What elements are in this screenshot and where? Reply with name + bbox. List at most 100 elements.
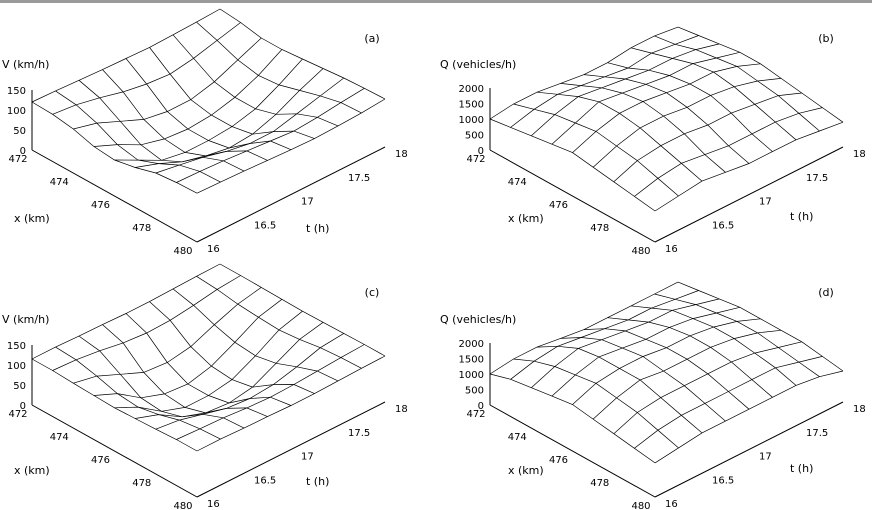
t-tick-label: 18 bbox=[853, 404, 866, 415]
t-axis-line bbox=[196, 401, 386, 498]
t-tick-label: 17 bbox=[301, 197, 314, 208]
t-tick-label: 16 bbox=[207, 499, 220, 510]
mesh-line-x bbox=[102, 69, 268, 161]
t-tick-label: 16 bbox=[665, 499, 678, 510]
z-tick-label: 0 bbox=[20, 146, 26, 157]
mesh-line-x bbox=[172, 34, 339, 127]
z-tick-label: 0 bbox=[20, 401, 26, 412]
x-axis-line bbox=[489, 404, 656, 498]
t-axis-title: t (h) bbox=[790, 462, 813, 475]
t-tick-label: 16.5 bbox=[254, 475, 276, 486]
x-tick-label: 472 bbox=[8, 154, 27, 165]
z-tick-label: 100 bbox=[7, 106, 26, 117]
z-tick-label: 150 bbox=[7, 86, 26, 97]
z-axis-title: V (km/h) bbox=[2, 58, 49, 71]
t-tick-label: 18 bbox=[395, 404, 408, 415]
mesh-line-t bbox=[531, 298, 720, 388]
mesh-line-t bbox=[489, 26, 679, 120]
mesh-line-x bbox=[630, 47, 797, 141]
x-tick-label: 480 bbox=[173, 501, 192, 510]
x-tick-label: 476 bbox=[549, 200, 568, 211]
mesh-line-x bbox=[536, 91, 703, 182]
mesh-line-t bbox=[73, 37, 262, 130]
mesh-line-x bbox=[102, 324, 268, 417]
t-tick-label: 16.5 bbox=[712, 475, 734, 486]
mesh-line-t bbox=[93, 49, 283, 147]
x-tick-label: 474 bbox=[50, 432, 69, 443]
z-tick-label: 100 bbox=[7, 361, 26, 372]
mesh-line-x bbox=[489, 118, 656, 212]
mesh-line-t bbox=[654, 370, 844, 464]
x-tick-label: 474 bbox=[508, 177, 527, 188]
z-axis-title: Q (vehicles/h) bbox=[440, 313, 516, 326]
surface-mesh bbox=[31, 8, 386, 194]
mesh-line-x bbox=[125, 58, 292, 151]
t-axis-title: t (h) bbox=[306, 222, 329, 235]
mesh-line-t bbox=[31, 263, 221, 360]
mesh-line-t bbox=[654, 121, 844, 212]
x-tick-label: 478 bbox=[132, 223, 151, 234]
mesh-line-x bbox=[196, 276, 362, 369]
x-axis-line bbox=[31, 404, 198, 498]
mesh-line-t bbox=[551, 306, 740, 397]
t-axis-line bbox=[654, 401, 844, 498]
x-tick-label: 472 bbox=[466, 409, 485, 420]
mesh-line-t bbox=[510, 290, 699, 380]
t-tick-label: 16 bbox=[207, 244, 220, 255]
t-tick-label: 17 bbox=[301, 452, 314, 463]
x-tick-label: 478 bbox=[590, 478, 609, 489]
t-axis-title: t (h) bbox=[306, 475, 329, 488]
mesh-line-t bbox=[613, 341, 802, 434]
mesh-line-x bbox=[219, 8, 386, 100]
panel-label: (b) bbox=[818, 32, 834, 45]
mesh-line-t bbox=[176, 344, 365, 440]
mesh-line-t bbox=[31, 8, 221, 103]
x-tick-label: 476 bbox=[91, 455, 110, 466]
z-tick-label: 150 bbox=[7, 341, 26, 352]
surface-mesh bbox=[489, 281, 844, 464]
mesh-line-t bbox=[572, 63, 761, 153]
mesh-line-t bbox=[155, 333, 344, 430]
surface-mesh bbox=[489, 26, 844, 212]
mesh-line-t bbox=[531, 43, 720, 137]
z-tick-label: 50 bbox=[13, 126, 26, 137]
mesh-line-t bbox=[613, 92, 802, 183]
x-axis-line bbox=[31, 149, 198, 243]
panel-label: (a) bbox=[364, 32, 379, 45]
mesh-line-t bbox=[114, 310, 303, 412]
x-axis-title: x (km) bbox=[14, 212, 50, 225]
panel-label: (c) bbox=[365, 286, 380, 299]
mesh-line-t bbox=[592, 78, 782, 168]
z-tick-label: 50 bbox=[13, 381, 26, 392]
mesh-line-t bbox=[489, 281, 679, 375]
t-tick-label: 16.5 bbox=[712, 220, 734, 231]
x-tick-label: 474 bbox=[50, 177, 69, 188]
mesh-line-x bbox=[149, 47, 315, 139]
x-tick-label: 472 bbox=[8, 409, 27, 420]
x-tick-label: 476 bbox=[549, 455, 568, 466]
x-tick-label: 480 bbox=[631, 246, 650, 257]
z-tick-label: 0 bbox=[478, 146, 484, 157]
x-axis-title: x (km) bbox=[14, 464, 50, 477]
x-axis-title: x (km) bbox=[508, 212, 544, 225]
z-tick-label: 1000 bbox=[459, 115, 484, 126]
t-tick-label: 17.5 bbox=[348, 173, 370, 184]
t-tick-label: 18 bbox=[395, 149, 408, 160]
mesh-line-t bbox=[551, 51, 740, 145]
x-axis-line bbox=[489, 149, 656, 243]
mesh-line-t bbox=[572, 318, 761, 405]
z-tick-label: 0 bbox=[478, 401, 484, 412]
mesh-line-t bbox=[196, 98, 386, 194]
z-tick-label: 2000 bbox=[459, 84, 484, 95]
z-axis-title: V (km/h) bbox=[2, 313, 49, 326]
x-tick-label: 472 bbox=[466, 154, 485, 165]
mesh-line-t bbox=[592, 329, 782, 420]
z-tick-label: 1500 bbox=[459, 355, 484, 366]
t-tick-label: 17 bbox=[759, 197, 772, 208]
mesh-line-t bbox=[634, 356, 823, 449]
x-tick-label: 476 bbox=[91, 200, 110, 211]
t-tick-label: 17 bbox=[759, 452, 772, 463]
z-tick-label: 500 bbox=[465, 386, 484, 397]
mesh-line-t bbox=[176, 88, 365, 183]
mesh-line-x bbox=[654, 35, 820, 132]
